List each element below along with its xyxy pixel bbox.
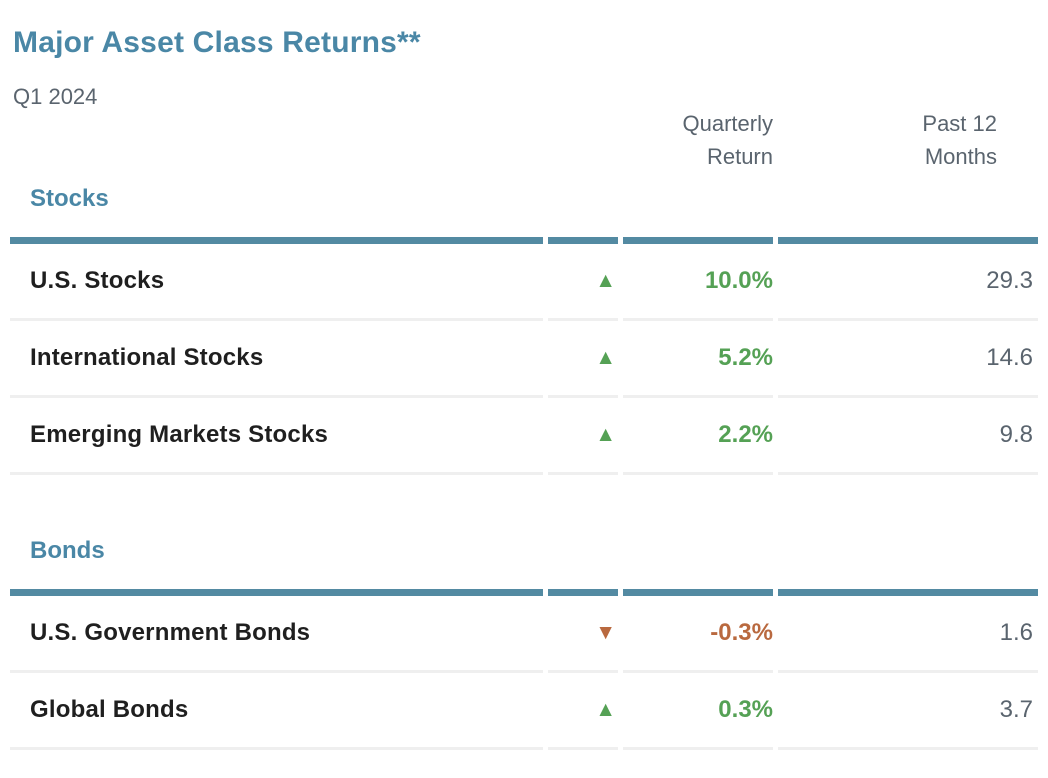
rule-segment bbox=[10, 237, 543, 244]
up-triangle-icon: ▲ bbox=[595, 423, 616, 446]
past-12-months-value: 3.7 bbox=[778, 673, 1038, 750]
period-subtitle: Q1 2024 bbox=[13, 84, 98, 109]
rule-segment bbox=[778, 237, 1038, 244]
section-heading-stocks: Stocks bbox=[30, 185, 109, 212]
row-label: U.S. Stocks bbox=[10, 244, 543, 321]
past-12-months-value: 9.8 bbox=[778, 398, 1038, 475]
table-row: Global Bonds ▲ 0.3% 3.7 bbox=[10, 673, 1038, 750]
up-triangle-icon: ▲ bbox=[595, 269, 616, 292]
quarterly-return-value: -0.3% bbox=[710, 619, 773, 646]
table-row: International Stocks ▲ 5.2% 14.6 bbox=[10, 321, 1038, 398]
past-12-months-value: 1.6 bbox=[778, 596, 1038, 673]
quarterly-return-value: 10.0% bbox=[704, 267, 773, 294]
bonds-header-rule bbox=[10, 589, 1038, 596]
quarterly-return-value: 2.2% bbox=[718, 421, 773, 448]
rule-segment bbox=[623, 237, 773, 244]
rule-segment bbox=[10, 589, 543, 596]
stocks-header-rule bbox=[10, 237, 1038, 244]
past-12-months-value: 14.6 bbox=[778, 321, 1038, 398]
down-triangle-icon: ▼ bbox=[595, 621, 616, 644]
rule-segment bbox=[548, 237, 618, 244]
returns-table: Stocks U.S. Stocks ▲ 10.0% 29.3 Internat… bbox=[10, 186, 1038, 750]
up-triangle-icon: ▲ bbox=[595, 698, 616, 721]
row-label: Global Bonds bbox=[10, 673, 543, 750]
column-header-quarterly-return: Quarterly Return bbox=[682, 111, 773, 169]
rule-segment bbox=[778, 589, 1038, 596]
rule-segment bbox=[623, 589, 773, 596]
row-label: Emerging Markets Stocks bbox=[10, 398, 543, 475]
table-row: U.S. Stocks ▲ 10.0% 29.3 bbox=[10, 244, 1038, 321]
quarterly-return-value: 0.3% bbox=[718, 696, 773, 723]
row-label: International Stocks bbox=[10, 321, 543, 398]
table-row: Emerging Markets Stocks ▲ 2.2% 9.8 bbox=[10, 398, 1038, 475]
row-label: U.S. Government Bonds bbox=[10, 596, 543, 673]
page-title: Major Asset Class Returns** bbox=[13, 26, 421, 59]
up-triangle-icon: ▲ bbox=[595, 346, 616, 369]
rule-segment bbox=[548, 589, 618, 596]
table-row: U.S. Government Bonds ▼ -0.3% 1.6 bbox=[10, 596, 1038, 673]
column-header-past-12-months: Past 12 Months bbox=[922, 111, 997, 169]
past-12-months-value: 29.3 bbox=[778, 244, 1038, 321]
section-heading-bonds: Bonds bbox=[30, 537, 105, 564]
quarterly-return-value: 5.2% bbox=[718, 344, 773, 371]
